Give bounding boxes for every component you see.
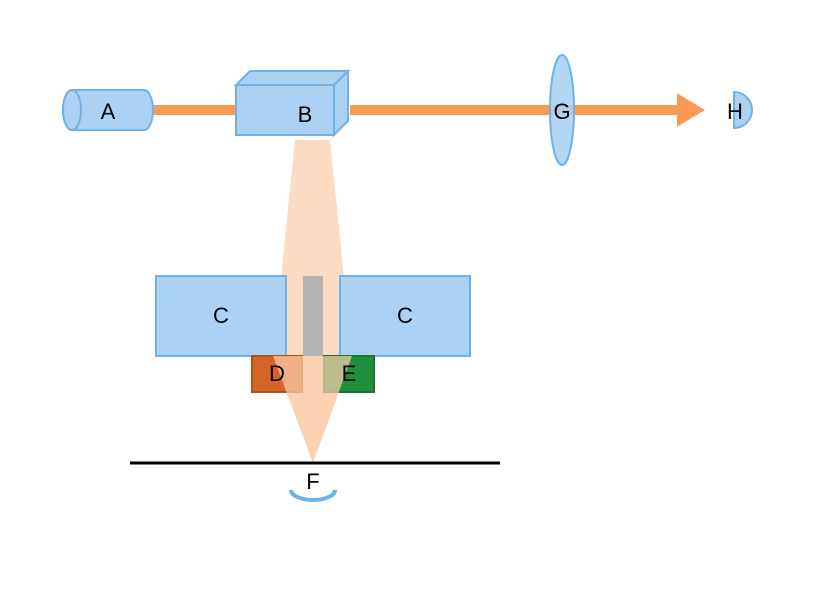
gray-bar: [303, 276, 323, 356]
node-G: [550, 55, 574, 165]
lens-F: [291, 490, 335, 500]
diagram-canvas: [0, 0, 840, 591]
node-C_left: [156, 276, 286, 356]
node-C_right: [340, 276, 470, 356]
node-B-front: [236, 85, 334, 135]
node-B-top: [236, 71, 348, 85]
arrow-B-H: [350, 93, 705, 127]
beam-tip: [273, 356, 352, 463]
node-H: [734, 92, 752, 128]
node-A-cap: [63, 90, 81, 130]
